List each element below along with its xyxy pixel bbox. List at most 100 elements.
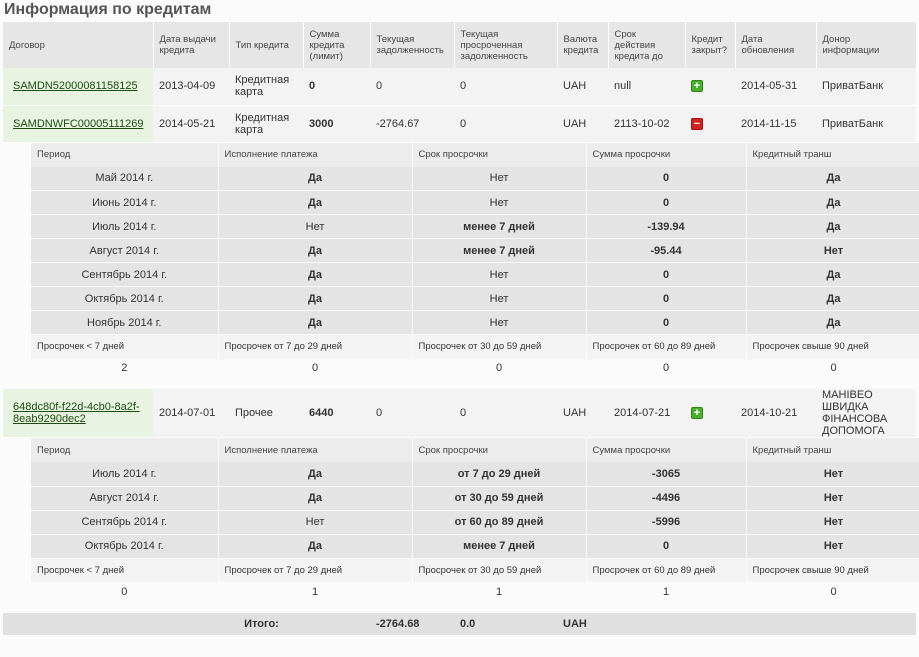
summary-value: 1 xyxy=(586,582,747,603)
plus-icon[interactable]: + xyxy=(691,80,703,93)
col-header-updated: Дата обновления xyxy=(735,22,817,68)
col-header-overdue-debt: Текущая просроченная задолженность xyxy=(454,22,558,68)
spacer xyxy=(31,602,919,613)
contract-link[interactable]: SAMDNWFC00005111269 xyxy=(13,117,144,130)
history-col-header: Сумма просрочки xyxy=(586,142,747,167)
spacer-cell xyxy=(31,378,919,389)
col-header-debt: Текущая задолженность xyxy=(370,22,455,68)
loan-row: SAMDN52000081158125 2013-04-09 Кредитная к… xyxy=(3,68,916,106)
history-row: Август 2014 г. Да менее 7 дней -95.44 Нет xyxy=(31,238,919,263)
tranche: Да xyxy=(746,286,919,311)
donor: МАНІВЕО ШВИДКА ФІНАНСОВА ДОПОМОГА xyxy=(816,389,916,438)
summary-value: 0 xyxy=(218,358,413,379)
payment-status: Нет xyxy=(218,214,413,239)
contract-link[interactable]: 648dc80f-f22d-4cb0-8a2f-8eab9290dec2 xyxy=(13,401,140,425)
col-header-amount: Сумма кредита (лимит) xyxy=(303,22,371,68)
donor: ПриватБанк xyxy=(816,68,916,106)
tranche: Да xyxy=(746,166,919,191)
plus-icon[interactable]: + xyxy=(691,407,703,420)
period: Июль 2014 г. xyxy=(31,462,219,487)
history-row: Ноябрь 2014 г. Да Нет 0 Да xyxy=(31,310,919,335)
loan-details: Период Исполнение платежа Срок просрочки Су… xyxy=(3,142,919,389)
overdue-debt: 0 xyxy=(454,389,557,438)
tranche: Нет xyxy=(746,486,919,511)
loan-row: SAMDNWFC00005111269 2014-05-21 Кредитная к… xyxy=(3,105,916,143)
tranche: Да xyxy=(746,310,919,335)
summary-value: 1 xyxy=(218,582,413,603)
summary-value: 0 xyxy=(586,358,747,379)
payment-status: Да xyxy=(218,310,413,335)
tranche: Да xyxy=(746,214,919,239)
closed-cell: + xyxy=(685,68,735,106)
overdue-sum: 0 xyxy=(586,190,747,215)
history-col-header: Кредитный транш xyxy=(746,142,919,167)
payment-history-table: Период Исполнение платежа Срок просрочки Су… xyxy=(31,142,919,389)
history-row: Октябрь 2014 г. Да Нет 0 Да xyxy=(31,286,919,311)
history-row: Сентябрь 2014 г. Да Нет 0 Да xyxy=(31,262,919,287)
overdue-sum: -4496 xyxy=(586,486,747,511)
period: Ноябрь 2014 г. xyxy=(31,310,219,335)
credit-amount: 6440 xyxy=(303,389,370,438)
overdue-term: от 7 до 29 дней xyxy=(412,462,587,487)
overdue-term: Нет xyxy=(412,310,587,335)
overdue-sum: 0 xyxy=(586,286,747,311)
period: Май 2014 г. xyxy=(31,166,219,191)
spacer xyxy=(31,378,919,389)
minus-icon[interactable]: − xyxy=(691,117,703,130)
summary-value: 0 xyxy=(746,582,919,603)
payment-status: Да xyxy=(218,462,413,487)
history-col-header: Период xyxy=(31,142,219,167)
totals-row: Итого: -2764.68 0.0 UAH xyxy=(3,612,916,635)
col-header-type: Тип кредита xyxy=(229,22,304,68)
payment-status: Да xyxy=(218,534,413,559)
period: Август 2014 г. xyxy=(31,486,219,511)
credit-type: Прочее xyxy=(229,389,303,438)
totals-overdue: 0.0 xyxy=(454,612,557,635)
overdue-term: Нет xyxy=(412,190,587,215)
credit-amount: 0 xyxy=(303,68,370,106)
summary-col-header: Просрочек < 7 дней xyxy=(31,558,219,582)
totals-debt: -2764.68 xyxy=(370,612,454,635)
summary-value: 2 xyxy=(31,358,219,379)
history-col-header: Исполнение платежа xyxy=(218,438,413,462)
contract-link[interactable]: SAMDN52000081158125 xyxy=(13,80,138,93)
current-debt: 0 xyxy=(370,389,454,438)
history-col-header: Сумма просрочки xyxy=(586,438,747,462)
loan-details: Период Исполнение платежа Срок просрочки Су… xyxy=(3,438,919,613)
history-col-header: Срок просрочки xyxy=(412,142,587,167)
currency: UAH xyxy=(557,389,608,438)
summary-header: Просрочек < 7 дней Просрочек от 7 до 29 д… xyxy=(31,558,919,582)
payment-status: Нет xyxy=(218,510,413,535)
contract-cell: SAMDNWFC00005111269 xyxy=(3,105,153,143)
current-debt: 0 xyxy=(370,68,454,106)
col-header-donor: Донор информации xyxy=(816,22,917,68)
overdue-term: менее 7 дней xyxy=(412,238,587,263)
col-header-contract: Договор xyxy=(3,22,154,68)
summary-col-header: Просрочек от 30 до 59 дней xyxy=(412,334,587,359)
valid-until: 2014-07-21 xyxy=(608,389,685,438)
summary-col-header: Просрочек от 7 до 29 дней xyxy=(218,558,413,582)
donor: ПриватБанк xyxy=(816,105,916,143)
summary-col-header: Просрочек свыше 90 дней xyxy=(746,558,919,582)
credit-type: Кредитная карта xyxy=(229,68,303,106)
tranche: Нет xyxy=(746,510,919,535)
tranche: Нет xyxy=(746,238,919,263)
contract-cell: SAMDN52000081158125 xyxy=(3,68,153,106)
totals-label: Итого: xyxy=(153,612,370,635)
period: Октябрь 2014 г. xyxy=(31,286,219,311)
overdue-sum: -139.94 xyxy=(586,214,747,239)
closed-cell: − xyxy=(685,105,735,143)
overdue-term: Нет xyxy=(412,262,587,287)
history-row: Май 2014 г. Да Нет 0 Да xyxy=(31,166,919,191)
period: Сентябрь 2014 г. xyxy=(31,510,219,535)
overdue-term: Нет xyxy=(412,166,587,191)
summary-col-header: Просрочек от 60 до 89 дней xyxy=(586,558,747,582)
closed-cell: + xyxy=(685,389,735,438)
tranche: Нет xyxy=(746,534,919,559)
overdue-sum: -3065 xyxy=(586,462,747,487)
payment-history-table: Период Исполнение платежа Срок просрочки Су… xyxy=(31,438,919,613)
current-debt: -2764.67 xyxy=(370,105,454,143)
payment-status: Да xyxy=(218,166,413,191)
overdue-sum: 0 xyxy=(586,262,747,287)
